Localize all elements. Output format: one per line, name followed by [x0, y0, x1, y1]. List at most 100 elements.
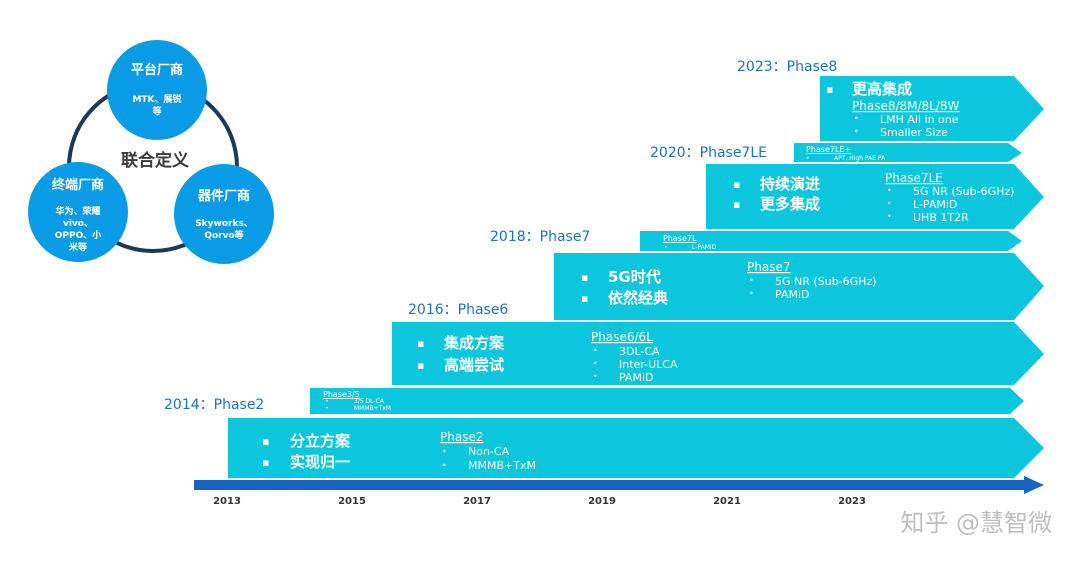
- svg-text:▪: ▪: [733, 198, 740, 211]
- phase2-year-label: 2014：Phase2: [164, 397, 264, 413]
- device-vendor-desc-2: Qorvo等: [204, 229, 243, 241]
- alliance-center-label: 联合定义: [121, 150, 189, 171]
- phase35-arrow: [310, 388, 1024, 414]
- svg-text:▪: ▪: [417, 337, 424, 350]
- tick-2015: 2015: [338, 496, 366, 507]
- platform-vendor-circle: 平台厂商 MTK、展锐 等: [107, 40, 207, 140]
- phase6-block: 2016：Phase6 ▪ 集成方案 ▪ 高端尝试 Phase6/6L • 3D…: [392, 302, 1044, 385]
- phase8-name: Phase8/8M/8L/8W: [852, 99, 960, 113]
- phase2-bullet-2: 实现归一: [290, 453, 350, 471]
- svg-text:▪: ▪: [826, 83, 833, 96]
- svg-text:▪: ▪: [417, 359, 424, 372]
- alliance-diagram: 联合定义 平台厂商 MTK、展锐 等 终端厂商 华为、荣耀 vivo、 OPPO…: [28, 40, 274, 264]
- phase7le-year-label: 2020：Phase7LE: [650, 145, 767, 161]
- svg-text:•: •: [664, 244, 668, 251]
- svg-text:•: •: [325, 405, 329, 412]
- phase35-name: Phase3/5: [323, 390, 360, 399]
- timeline-axis: 2013 2015 2017 2019 2021 2023: [194, 476, 1044, 507]
- phase35-item-2: MMMB+TxM: [354, 405, 391, 412]
- phase35-block: Phase3/5 • 3/5 DL-CA • MMMB+TxM: [310, 388, 1024, 414]
- svg-text:•: •: [887, 186, 892, 195]
- phase35-item-1: 3/5 DL-CA: [354, 398, 385, 405]
- timeline-bar: [194, 480, 1026, 490]
- svg-text:•: •: [749, 276, 754, 285]
- phase8-block: 2023：Phase8 ▪ 更高集成 Phase8/8M/8L/8W • LMH…: [737, 59, 1044, 141]
- phase2-item-2: MMMB+TxM: [468, 459, 536, 472]
- phase8-arrow: [820, 76, 1044, 141]
- phase7le-item-2: L-PAMiD: [913, 198, 957, 211]
- phase7l-item-1: L-PAMiD: [692, 244, 717, 251]
- phase7-block: 2018：Phase7 ▪ 5G时代 ▪ 依然经典 Phase7 • 5G NR…: [490, 229, 1044, 320]
- svg-text:•: •: [854, 127, 859, 136]
- phase7l-name: Phase7L: [663, 234, 697, 243]
- device-vendor-title: 器件厂商: [197, 188, 250, 204]
- phase7-bullet-1: 5G时代: [608, 268, 661, 286]
- svg-text:▪: ▪: [581, 292, 588, 305]
- svg-text:▪: ▪: [262, 435, 269, 448]
- terminal-vendor-desc-3: OPPO、小: [55, 229, 102, 241]
- svg-text:•: •: [806, 155, 810, 162]
- phase7-name: Phase7: [747, 260, 790, 274]
- phase7l-arrow: [640, 231, 1022, 251]
- svg-text:•: •: [593, 372, 598, 381]
- tick-2023: 2023: [838, 496, 866, 507]
- terminal-vendor-desc-4: 米等: [68, 241, 87, 253]
- phase7-arrow: [554, 253, 1044, 320]
- phase7l-block: Phase7L • L-PAMiD: [640, 231, 1022, 251]
- phase7-item-1: 5G NR (Sub-6GHz): [775, 275, 876, 288]
- tick-2019: 2019: [588, 496, 616, 507]
- phase2-item-1: Non-CA: [468, 445, 510, 458]
- phase6-year-label: 2016：Phase6: [408, 302, 508, 318]
- phase6-item-2: Inter-ULCA: [619, 358, 678, 371]
- svg-text:•: •: [887, 212, 892, 221]
- svg-text:•: •: [593, 359, 598, 368]
- phase7le-bullet-2: 更多集成: [760, 195, 820, 213]
- watermark: 知乎 @慧智微: [900, 509, 1052, 537]
- tick-2017: 2017: [463, 496, 491, 507]
- svg-text:▪: ▪: [581, 271, 588, 284]
- phase2-bullet-1: 分立方案: [290, 432, 351, 450]
- phase7le-bullet-1: 持续演进: [760, 175, 820, 193]
- phase2-arrow: [228, 418, 1044, 478]
- terminal-vendor-circle: 终端厂商 华为、荣耀 vivo、 OPPO、小 米等: [28, 162, 128, 262]
- platform-vendor-title: 平台厂商: [131, 62, 183, 78]
- svg-text:•: •: [887, 199, 892, 208]
- svg-text:•: •: [749, 289, 754, 298]
- phase7le-block: 2020：Phase7LE ▪ 持续演进 ▪ 更多集成 Phase7LE • 5…: [650, 145, 1044, 229]
- svg-text:•: •: [442, 461, 447, 470]
- tick-2013: 2013: [213, 496, 241, 507]
- phase7lep-item-1: APT, High PAE PA: [834, 155, 886, 162]
- phase7le-item-3: UHB 1T2R: [913, 211, 969, 224]
- device-vendor-desc-1: Skyworks、: [195, 219, 253, 229]
- svg-text:•: •: [325, 398, 329, 405]
- terminal-vendor-title: 终端厂商: [52, 177, 104, 193]
- phase8-year-label: 2023：Phase8: [737, 59, 837, 75]
- phase7lep-arrow: [794, 143, 1022, 162]
- phase2-block: 2014：Phase2 ▪ 分立方案 ▪ 实现归一 Phase2 • Non-C…: [164, 397, 1044, 478]
- svg-text:▪: ▪: [262, 456, 269, 469]
- phase2-name: Phase2: [440, 430, 483, 444]
- phase6-bullet-2: 高端尝试: [444, 356, 504, 374]
- tick-2021: 2021: [713, 496, 741, 507]
- phase8-item-2: Smaller Size: [880, 126, 948, 139]
- timeline-arrowhead: [1024, 476, 1044, 494]
- phase7-year-label: 2018：Phase7: [490, 229, 590, 245]
- phase7lep-block: Phase7LE+ • APT, High PAE PA: [794, 143, 1022, 162]
- platform-vendor-desc-1: MTK、展锐: [132, 93, 181, 105]
- svg-text:•: •: [593, 346, 598, 355]
- svg-text:▪: ▪: [733, 178, 740, 191]
- phase6-item-1: 3DL-CA: [619, 345, 660, 358]
- terminal-vendor-desc-1: 华为、荣耀: [55, 205, 100, 217]
- phase7-bullet-2: 依然经典: [608, 289, 668, 307]
- device-vendor-circle: 器件厂商 Skyworks、 Qorvo等: [174, 164, 274, 264]
- phase6-bullet-1: 集成方案: [443, 334, 505, 352]
- phase7-item-2: PAMiD: [775, 288, 809, 301]
- platform-vendor-desc-2: 等: [151, 105, 161, 117]
- phase8-item-1: LMH All in one: [880, 113, 959, 126]
- phase7le-item-1: 5G NR (Sub-6GHz): [913, 185, 1014, 198]
- svg-text:•: •: [854, 114, 859, 123]
- terminal-vendor-desc-2: vivo、: [63, 219, 93, 229]
- phase6-arrow: [392, 322, 1044, 385]
- phase7le-arrow: [706, 164, 1044, 229]
